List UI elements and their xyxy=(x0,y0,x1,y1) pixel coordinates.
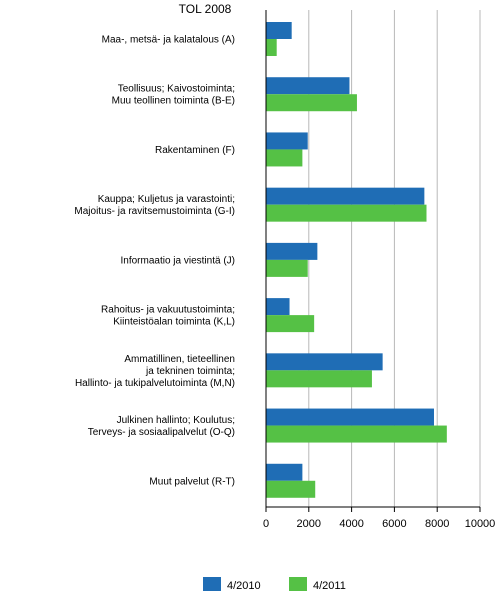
bar-4-2010-0 xyxy=(266,22,292,39)
legend-label-0: 4/2010 xyxy=(227,580,261,592)
bar-4-2010-5 xyxy=(266,298,290,316)
chart-title: TOL 2008 xyxy=(179,2,232,16)
bar-4-2010-7 xyxy=(266,408,434,426)
bar-4-2011-3 xyxy=(266,204,427,222)
legend-swatch-0 xyxy=(203,577,221,591)
bar-4-2010-6 xyxy=(266,353,383,371)
category-label-2-0: Rakentaminen (F) xyxy=(155,145,235,156)
category-label-3-1: Majoitus- ja ravitsemustoiminta (G-I) xyxy=(74,206,235,217)
x-tick-label-1: 2000 xyxy=(297,518,321,530)
x-tick-label-3: 6000 xyxy=(382,518,406,530)
category-label-6-2: Hallinto- ja tukipalvelutoiminta (M,N) xyxy=(75,378,235,389)
bar-4-2011-2 xyxy=(266,149,303,167)
category-label-7-0: Julkinen hallinto; Koulutus; xyxy=(117,415,235,426)
category-label-0-0: Maa-, metsä- ja kalatalous (A) xyxy=(102,35,235,46)
bar-4-2011-7 xyxy=(266,425,447,443)
bar-4-2011-4 xyxy=(266,259,308,277)
bar-4-2011-6 xyxy=(266,370,372,388)
category-label-8-0: Muut palvelut (R-T) xyxy=(149,476,235,487)
category-label-1-0: Teollisuus; Kaivostoiminta; xyxy=(118,84,235,95)
category-label-7-1: Terveys- ja sosiaalipalvelut (O-Q) xyxy=(88,427,235,438)
x-tick-label-4: 8000 xyxy=(425,518,449,530)
bar-4-2010-2 xyxy=(266,132,308,150)
category-label-5-1: Kiinteistöalan toiminta (K,L) xyxy=(113,317,235,328)
category-label-6-1: ja tekninen toiminta; xyxy=(145,366,235,377)
bar-4-2010-8 xyxy=(266,463,303,481)
bar-4-2010-3 xyxy=(266,187,425,205)
bar-4-2011-1 xyxy=(266,94,357,112)
bar-4-2011-8 xyxy=(266,480,316,498)
x-tick-label-0: 0 xyxy=(263,518,269,530)
category-label-3-0: Kauppa; Kuljetus ja varastointi; xyxy=(98,194,235,205)
bar-4-2011-5 xyxy=(266,315,315,333)
legend-label-1: 4/2011 xyxy=(313,580,346,592)
bar-4-2010-4 xyxy=(266,242,318,260)
category-label-1-1: Muu teollinen toiminta (B-E) xyxy=(112,96,235,107)
bar-4-2010-1 xyxy=(266,77,350,95)
category-label-4-0: Informaatio ja viestintä (J) xyxy=(121,255,236,266)
category-label-5-0: Rahoitus- ja vakuutustoiminta; xyxy=(101,305,235,316)
category-label-6-0: Ammatillinen, tieteellinen xyxy=(124,354,235,365)
x-tick-label-5: 10000 xyxy=(465,518,496,530)
bar-4-2011-0 xyxy=(266,39,277,56)
legend-swatch-1 xyxy=(289,577,307,591)
x-tick-label-2: 4000 xyxy=(339,518,363,530)
